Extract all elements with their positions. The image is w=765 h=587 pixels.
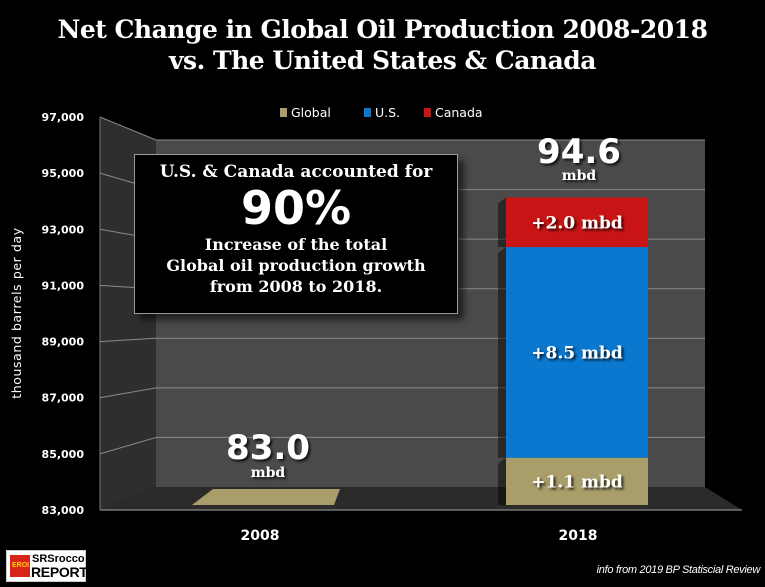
bar-2018-us bbox=[506, 247, 648, 458]
bar-2018-us-side bbox=[498, 247, 506, 458]
y-tick-label: 87,000 bbox=[42, 392, 85, 405]
legend-label: Global bbox=[291, 105, 331, 120]
bar-2018-canada bbox=[506, 197, 648, 248]
y-axis-ticks: 83,000 85,000 87,000 89,000 91,000 93,000 95,0… bbox=[42, 111, 85, 517]
legend-swatch-global bbox=[280, 108, 287, 117]
total-unit-2018: mbd bbox=[562, 168, 597, 184]
annotation-line-1: U.S. & Canada accounted for bbox=[159, 162, 433, 182]
total-unit-2008: mbd bbox=[251, 465, 286, 481]
gridline-side bbox=[99, 116, 157, 141]
source-note: info from 2019 BP Statiscial Review bbox=[596, 564, 761, 576]
logo-line-1: SRSrocco bbox=[32, 553, 85, 565]
total-value-2018: 94.6 bbox=[537, 132, 621, 172]
y-tick-label: 85,000 bbox=[42, 448, 85, 461]
legend-swatch-us bbox=[364, 108, 371, 117]
y-axis-label: thousand barrels per day bbox=[9, 227, 24, 399]
total-value-2008: 83.0 bbox=[226, 428, 310, 468]
chart-title: Net Change in Global Oil Production 2008… bbox=[0, 14, 765, 76]
segment-label: +2.0 mbd bbox=[531, 213, 623, 233]
legend: Global U.S. Canada bbox=[280, 105, 483, 120]
bar-2018-canada-side bbox=[498, 197, 506, 248]
annotation-percent: 90% bbox=[240, 181, 352, 235]
x-tick-label: 2008 bbox=[241, 528, 280, 544]
annotation-box: U.S. & Canada accounted for 90% Increase… bbox=[134, 154, 458, 314]
y-tick-label: 95,000 bbox=[42, 167, 85, 180]
logo-line-2: REPORT bbox=[31, 564, 88, 580]
legend-swatch-canada bbox=[424, 108, 431, 117]
annotation-line-3: Increase of the total bbox=[204, 235, 388, 254]
x-tick-label: 2018 bbox=[559, 528, 598, 544]
legend-label: Canada bbox=[435, 105, 483, 120]
bar-2018-global-side bbox=[498, 457, 506, 505]
srsrocco-logo: EROI SRSrocco REPORT bbox=[6, 550, 88, 582]
annotation-line-4: Global oil production growth bbox=[166, 256, 426, 275]
x-axis-ticks: 2008 2018 bbox=[241, 528, 598, 544]
gridline-side bbox=[99, 387, 157, 399]
y-tick-label: 91,000 bbox=[42, 279, 85, 292]
logo-badge: EROI bbox=[12, 562, 30, 569]
y-tick-label: 83,000 bbox=[42, 504, 85, 517]
y-tick-label: 97,000 bbox=[42, 111, 85, 124]
usa-map-icon bbox=[10, 555, 30, 577]
title-line-2: vs. The United States & Canada bbox=[169, 46, 596, 75]
y-tick-label: 89,000 bbox=[42, 336, 85, 349]
segment-label: +1.1 mbd bbox=[531, 472, 623, 492]
annotation-line-5: from 2008 to 2018. bbox=[209, 277, 383, 296]
bar-2018-global bbox=[506, 457, 648, 505]
gridline-side bbox=[99, 436, 157, 455]
y-tick-label: 93,000 bbox=[42, 223, 85, 236]
legend-label: U.S. bbox=[375, 105, 400, 120]
gridline-side bbox=[99, 337, 157, 343]
segment-label: +8.5 mbd bbox=[531, 343, 623, 363]
title-line-1: Net Change in Global Oil Production 2008… bbox=[57, 15, 708, 44]
bar-2008-global bbox=[192, 489, 340, 505]
